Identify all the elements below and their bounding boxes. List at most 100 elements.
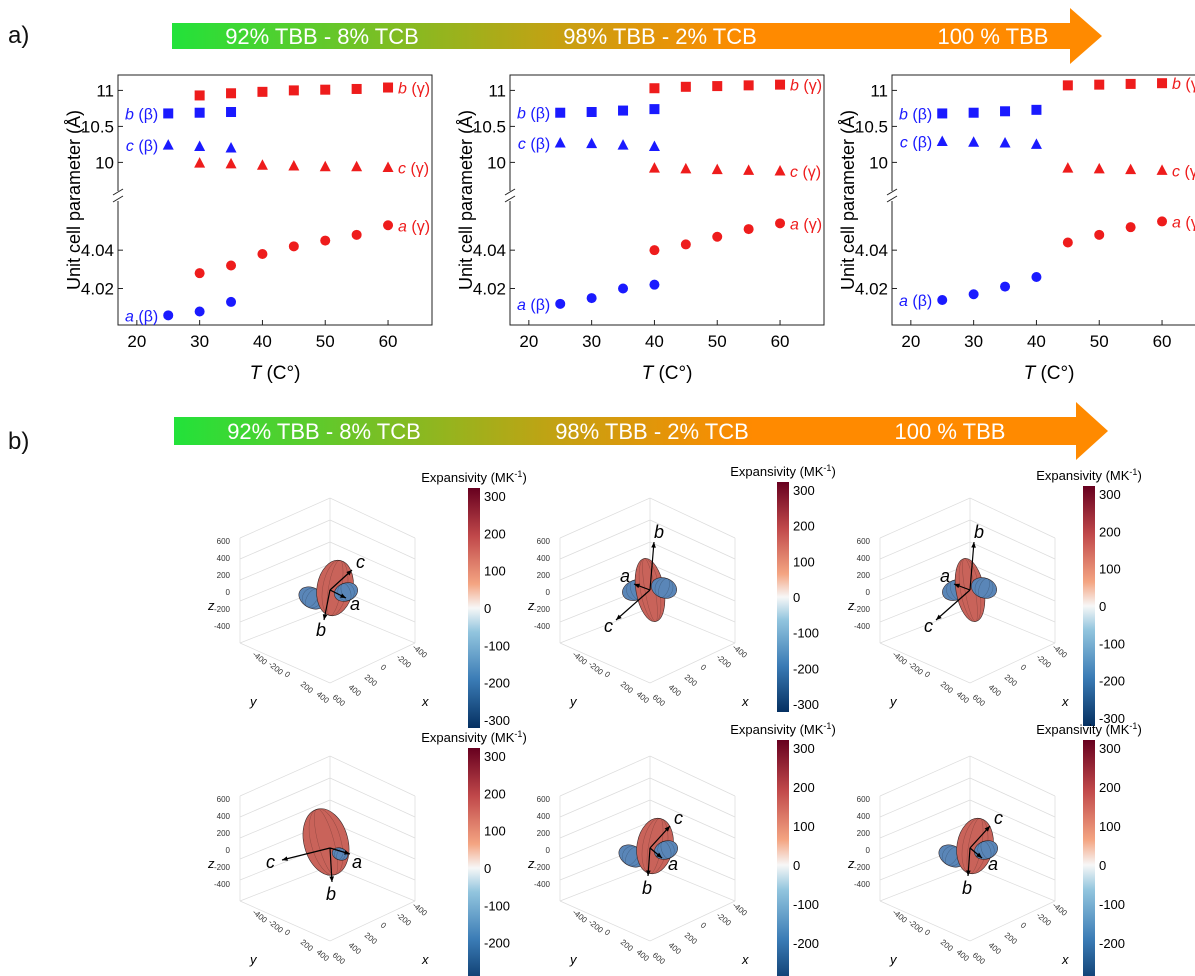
positive-lobe [302, 808, 350, 876]
arrow-stage-label: 92% TBB - 8% TCB [227, 419, 421, 444]
axis-label-a: a [940, 566, 950, 586]
y-tick-label: -400 [251, 650, 269, 668]
y-tick-label: 400 [635, 690, 651, 706]
axis-break-mark [886, 195, 898, 203]
crystal-axis-arrowhead [646, 870, 651, 876]
x-tick-label: 0 [379, 921, 389, 931]
colorbar-tick-label: 300 [1099, 487, 1121, 502]
y-tick-label: -400 [891, 650, 909, 668]
series-phase: (γ) [1180, 163, 1195, 180]
mesh-line [658, 578, 670, 598]
axis-label-a: a [350, 594, 360, 614]
mesh-line [314, 808, 338, 876]
data-point-circle [288, 241, 299, 252]
crystal-axis-arrowhead [634, 583, 640, 589]
axis-label-a: a [988, 854, 998, 874]
data-point-circle [226, 260, 237, 271]
colorbar-title-end: ) [1137, 722, 1141, 737]
arrow-body [172, 8, 1102, 64]
mesh-line [980, 841, 992, 859]
series-label: c (γ) [398, 160, 429, 177]
crystal-axis-arrowhead [344, 850, 350, 855]
colorbar-tick-label: 300 [793, 741, 815, 756]
data-point-square [1125, 78, 1136, 89]
z-tick-label: -200 [534, 863, 551, 872]
axis-label-b: b [974, 522, 984, 542]
unit-cell-chart: 11 10.5 10 4.04 4.02 20 30 40 50 60 T (C°) Unit cel… [838, 74, 1195, 384]
x-tick-label: 60 [771, 332, 790, 351]
x-tick-label: 30 [190, 332, 209, 351]
colorbar-title-main: Expansivity (MK [1036, 468, 1130, 483]
z-tick-label: 0 [226, 846, 231, 855]
data-point-circle [194, 306, 205, 317]
grid-line [329, 519, 416, 560]
grid-line [969, 563, 1056, 602]
y-tick-label: 10 [869, 153, 888, 172]
z-tick-label: 600 [537, 795, 551, 804]
y-tick-label: 10 [487, 153, 506, 172]
y-tick-label: 10.5 [855, 117, 888, 136]
mesh-line [660, 841, 672, 859]
colorbar-tick-label: -300 [484, 713, 510, 728]
data-point-square [586, 107, 597, 117]
series-param: c [126, 138, 134, 155]
arrow-stage-label: 100 % TBB [938, 24, 1049, 49]
grid-line [329, 799, 416, 839]
data-point-circle [320, 235, 331, 246]
y-tick-label: 0 [283, 928, 293, 938]
colorbar-title-sup: -1 [514, 469, 522, 479]
colorbar-bar [1083, 486, 1095, 726]
data-point-circle [712, 231, 723, 242]
mesh-line [308, 808, 344, 876]
axis-label-b: b [962, 878, 972, 898]
mesh-line [340, 583, 352, 601]
grid-line [559, 755, 736, 797]
data-point-square [383, 82, 394, 93]
x-tick-label: 20 [127, 332, 146, 351]
mesh-line [334, 847, 346, 861]
colorbar-tick-label: 100 [484, 824, 506, 839]
data-point-circle [649, 279, 660, 290]
x-tick-label: 20 [901, 332, 920, 351]
data-point-triangle [648, 162, 660, 173]
z-tick-label: 200 [857, 829, 871, 838]
series-phase: (β) [134, 138, 158, 155]
data-point-triangle [1030, 138, 1042, 149]
data-point-square [257, 86, 268, 97]
mesh-line [978, 578, 990, 598]
x-tick-label: 50 [708, 332, 727, 351]
grid-line [559, 519, 651, 560]
z-tick-label: 400 [537, 554, 551, 563]
data-point-triangle [1093, 162, 1105, 174]
data-point-triangle [1125, 163, 1137, 175]
series-param: c [790, 164, 798, 181]
y-axis-label: y [889, 952, 898, 967]
crystal-axis-arrowhead [984, 826, 990, 832]
z-tick-label: 200 [537, 571, 551, 580]
data-point-triangle [256, 159, 268, 170]
x-tick-label: 0 [699, 921, 709, 931]
colorbar-title-main: Expansivity (MK [421, 730, 515, 745]
x-tick-label: 30 [582, 332, 601, 351]
x-tick-label: 600 [651, 693, 667, 709]
data-point-square [618, 105, 629, 116]
x-tick-label: 40 [1027, 332, 1046, 351]
z-tick-label: 600 [217, 537, 231, 546]
crystal-axis-line [615, 589, 651, 621]
crystal-axis-line [329, 847, 333, 883]
series-param: b [899, 106, 908, 123]
indicatrix-shape: c ab [938, 808, 1003, 898]
colorbar-title: Expansivity (MK-1) [1036, 721, 1142, 737]
grid-line [239, 642, 416, 684]
composition-arrow-b: 92% TBB - 8% TCB 98% TBB - 2% TCB 100 % TB… [174, 402, 1108, 460]
crystal-axis-arrowhead [651, 542, 656, 548]
arrow-body [174, 402, 1108, 460]
z-tick-label: 400 [857, 554, 871, 563]
colorbar-tick-label: 100 [793, 819, 815, 834]
x-axis-label: x [1061, 952, 1069, 967]
crystal-axis-arrowhead [954, 583, 960, 589]
grid-line [649, 519, 736, 560]
z-axis-label: z [527, 856, 535, 871]
series-phase: (γ) [799, 216, 822, 233]
